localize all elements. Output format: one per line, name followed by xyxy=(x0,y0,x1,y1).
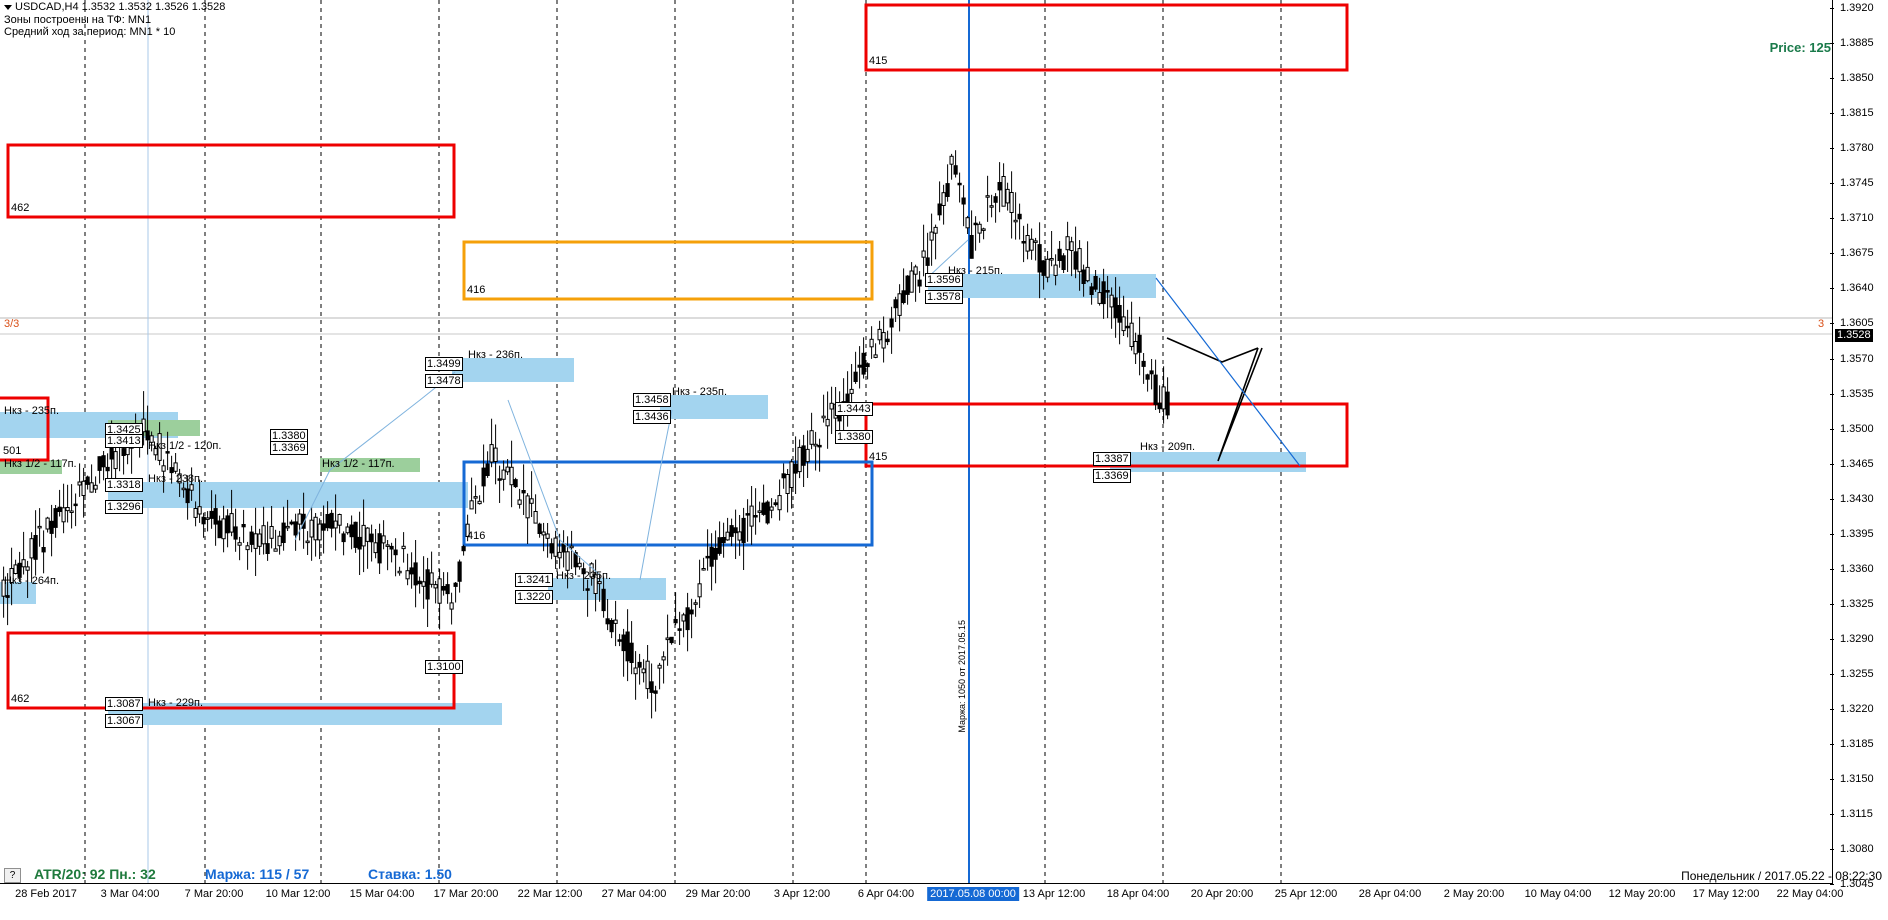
price-callout: 1.3241 xyxy=(515,573,553,587)
price-callout: 1.3369 xyxy=(270,441,308,455)
left-edge-label-ratio: 3/3 xyxy=(4,318,20,330)
header-subtitle-2: Средний ход за период: MN1 * 10 xyxy=(4,26,176,38)
blue-trend-line xyxy=(1155,277,1301,467)
chart-canvas xyxy=(0,0,1832,883)
zone-box-label: 462 xyxy=(11,693,30,705)
price-callout: 1.3478 xyxy=(425,374,463,388)
price-callout: 1.3443 xyxy=(835,402,873,416)
time-tick: 28 Apr 04:00 xyxy=(1358,888,1422,900)
price-callout: 1.3436 xyxy=(633,410,671,424)
time-tick: 28 Feb 2017 xyxy=(15,888,77,900)
time-tick: 2 May 20:00 xyxy=(1443,888,1505,900)
zone-label: Нкз - 235п. xyxy=(672,386,728,398)
price-axis[interactable]: 1.3920 1.3885 1.3850 1.3815 1.3780 1.3745 1.37… xyxy=(1830,0,1888,920)
time-axis[interactable]: 28 Feb 2017 3 Mar 04:00 7 Mar 20:00 10 Mar … xyxy=(0,885,1843,920)
help-button[interactable]: ? xyxy=(4,868,21,883)
price-callout: 1.3380 xyxy=(835,430,873,444)
zone-box-label: 501 xyxy=(3,445,22,457)
time-tick: 3 Mar 04:00 xyxy=(100,888,160,900)
zone-box-label: 415 xyxy=(869,55,888,67)
zone-box-label: 462 xyxy=(11,202,30,214)
time-tick: 20 Apr 20:00 xyxy=(1190,888,1254,900)
zone-label: Нкз - 209п. xyxy=(1140,441,1196,453)
chart-header: USDCAD,H4 1.3532 1.3532 1.3526 1.3528 Зо… xyxy=(4,1,225,39)
zone-label: Нкз 1/2 - 120п. xyxy=(148,440,222,452)
price-callout: 1.3087 xyxy=(105,697,143,711)
price-callout: 1.3596 xyxy=(925,273,963,287)
zone-label: Нкз - 235п. xyxy=(4,405,60,417)
time-tick: 22 Mar 12:00 xyxy=(517,888,583,900)
price-callout: 1.3413 xyxy=(105,434,143,448)
period-separators xyxy=(84,0,1282,883)
time-tick: 10 Mar 12:00 xyxy=(265,888,331,900)
price-callout: 1.3458 xyxy=(633,393,671,407)
price-callout: 1.3220 xyxy=(515,590,553,604)
zone-boxes xyxy=(0,3,1349,710)
price-callout: 1.3499 xyxy=(425,357,463,371)
zone-box-label: 416 xyxy=(467,284,486,296)
time-tick: 29 Mar 20:00 xyxy=(685,888,751,900)
current-price-badge: 1.3528 xyxy=(1835,329,1873,342)
time-tick: 22 May 04:00 xyxy=(1776,888,1844,900)
zone-label: Нкз - 229п. xyxy=(148,697,204,709)
time-tick: 15 Mar 04:00 xyxy=(349,888,415,900)
time-tick: 25 Apr 12:00 xyxy=(1274,888,1338,900)
zone-box-label: 416 xyxy=(467,530,486,542)
price-callout: 1.3387 xyxy=(1093,452,1131,466)
marker-vertical-label: Маржа: 1050 от 2017.05.15 xyxy=(957,620,967,733)
price-callout: 1.3296 xyxy=(105,500,143,514)
zone-label: Нкз - 235п. xyxy=(556,570,612,582)
zone-label: Нкз - 264п. xyxy=(4,575,60,587)
zone-bands xyxy=(0,274,1306,725)
price-callout: 1.3369 xyxy=(1093,469,1131,483)
zone-label: Нкз - 236п. xyxy=(468,349,524,361)
time-tick: 18 Apr 04:00 xyxy=(1106,888,1170,900)
time-tick: 17 May 12:00 xyxy=(1692,888,1760,900)
datetime-status: Понедельник / 2017.05.22 - 08:22:30 xyxy=(1681,869,1882,883)
chart-plot-area[interactable]: Нкз - 235п. Нкз 1/2 - 120п. Нкз 1/2 - 117п… xyxy=(0,0,1833,884)
time-tick: 13 Apr 12:00 xyxy=(1022,888,1086,900)
time-tick: 3 Apr 12:00 xyxy=(773,888,831,900)
time-tick-selected[interactable]: 2017.05.08 00:00 xyxy=(927,887,1019,901)
time-tick: 7 Mar 20:00 xyxy=(184,888,244,900)
symbol-ohlc-line: USDCAD,H4 1.3532 1.3532 1.3526 1.3528 xyxy=(4,1,225,14)
price-callout: 1.3067 xyxy=(105,714,143,728)
zone-label: Нкз 1/2 - 117п. xyxy=(4,458,77,470)
zone-label: Нкз 1/2 - 117п. xyxy=(322,458,395,470)
forecast-lines xyxy=(1166,337,1263,462)
header-subtitle-1: Зоны построены на ТФ: MN1 xyxy=(4,13,152,26)
zone-box-label: 415 xyxy=(869,451,888,463)
time-tick: 12 May 20:00 xyxy=(1608,888,1676,900)
right-edge-label: 3 xyxy=(1818,318,1825,330)
time-tick: 6 Apr 04:00 xyxy=(857,888,915,900)
price-indicator-label: Price: 125 xyxy=(1769,40,1831,55)
price-callout: 1.3578 xyxy=(925,290,963,304)
price-callout: 1.3380 xyxy=(270,429,308,443)
time-tick: 10 May 04:00 xyxy=(1524,888,1592,900)
caret-down-icon[interactable] xyxy=(4,4,12,10)
price-callout: 1.3318 xyxy=(105,478,143,492)
price-callout: 1.3100 xyxy=(425,660,463,674)
zone-label: Нкз - 238п. xyxy=(148,473,204,485)
time-tick: 27 Mar 04:00 xyxy=(601,888,667,900)
time-tick: 17 Mar 20:00 xyxy=(433,888,499,900)
